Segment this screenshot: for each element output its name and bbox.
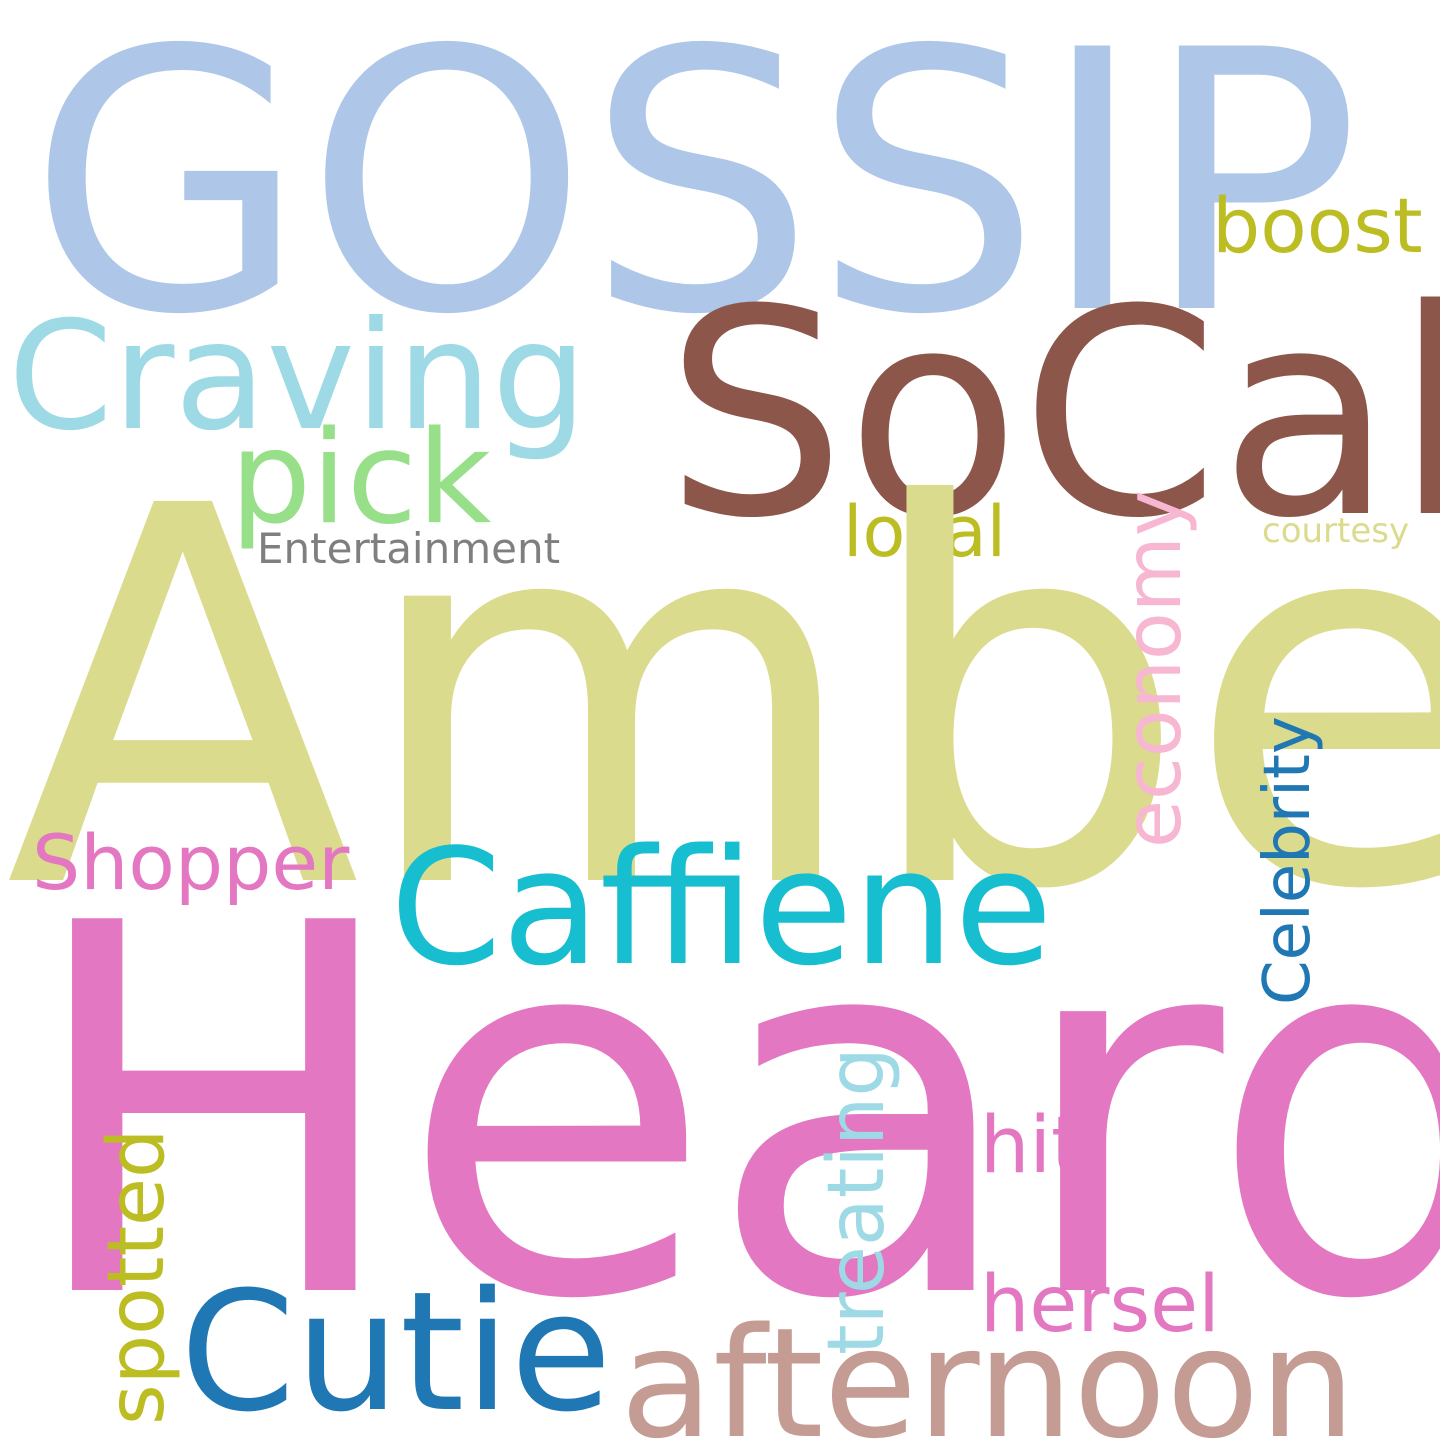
word-afternoon: afternoon [620, 1295, 1356, 1440]
word-heard: Heard [22, 818, 1440, 1411]
word-spotted: spotted [92, 1128, 182, 1425]
word-local: local [843, 491, 1007, 573]
word-cutie: Cutie [180, 1256, 612, 1440]
word-socal: SoCal [665, 249, 1440, 581]
word-gossip: GOSSIP [28, 0, 1361, 393]
word-hit: hit [980, 1101, 1082, 1191]
word-boost: boost [1212, 181, 1423, 270]
word-hersel: hersel [980, 1260, 1220, 1350]
word-caffiene: Caffiene [390, 814, 1053, 1001]
word-amber: Amber [5, 397, 1440, 1003]
word-courtesy: courtesy [1262, 511, 1410, 551]
word-shopper: Shopper [32, 818, 350, 907]
word-entertainment: Entertainment [257, 524, 561, 573]
word-economy: economy [1109, 490, 1199, 848]
word-pick: pick [230, 404, 492, 553]
word-craving: Craving [8, 290, 588, 464]
